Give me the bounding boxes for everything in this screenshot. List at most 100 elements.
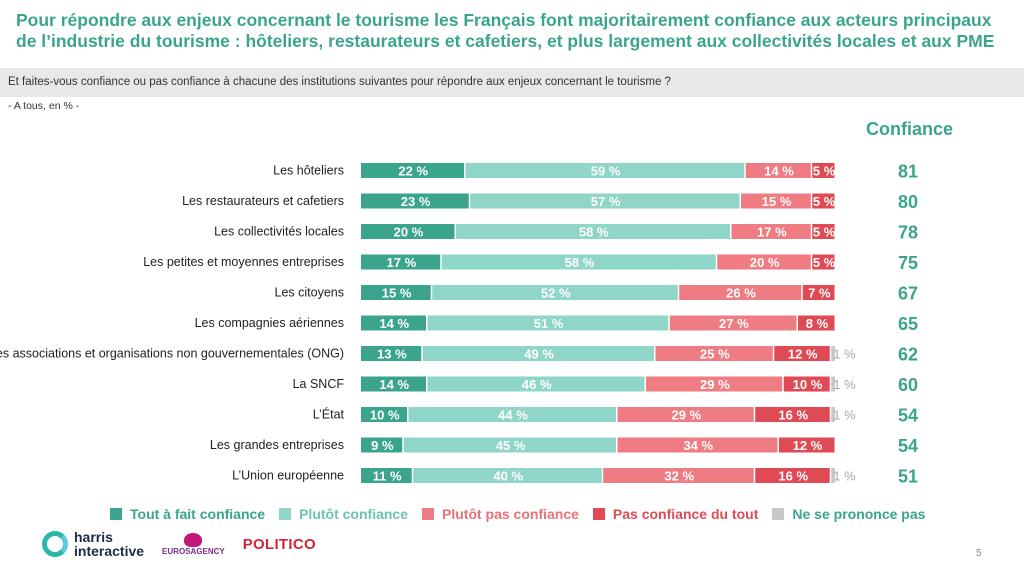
bar-segment-tout-a-fait-confiance — [361, 346, 422, 361]
nspp-data-label: 1 % — [833, 347, 856, 362]
bar-data-label: 10 % — [793, 377, 823, 392]
category-label-les-hoteliers: Les hôteliers — [273, 164, 344, 178]
bar-data-label: 9 % — [371, 438, 394, 453]
category-label-l-union-europeenne: L’Union européenne — [232, 469, 344, 483]
legend-item-tout-a-fait: Tout à fait confiance — [110, 506, 265, 522]
bar-data-label: 5 % — [813, 194, 836, 209]
category-label-l-etat: L’État — [313, 407, 345, 422]
bar-data-label: 23 % — [401, 194, 431, 209]
bar-data-label: 58 % — [579, 225, 609, 240]
category-label-la-sncf: La SNCF — [293, 377, 345, 391]
bar-segment-plutot-confiance — [403, 437, 616, 453]
eurosagency-logo: EUROSAGENCY — [162, 532, 225, 556]
bar-segment-pas-confiance-du-tout — [812, 224, 835, 239]
legend-label: Tout à fait confiance — [130, 506, 266, 522]
bar-data-label: 40 % — [493, 469, 523, 484]
bar-segment-plutot-confiance — [456, 224, 730, 239]
confidence-value: 75 — [898, 253, 918, 273]
nspp-data-label: 1 % — [833, 377, 856, 392]
bar-data-label: 5 % — [813, 164, 836, 179]
bar-data-label: 25 % — [700, 347, 730, 362]
bar-data-label: 16 % — [778, 408, 808, 423]
category-label-les-restaurateurs-et-cafetiers: Les restaurateurs et cafetiers — [182, 194, 344, 208]
bar-data-label: 12 % — [788, 347, 818, 362]
bar-segment-plutot-pas-confiance — [669, 315, 797, 331]
bar-segment-plutot-pas-confiance — [655, 346, 773, 361]
category-label-les-grandes-entreprises: Les grandes entreprises — [210, 438, 344, 452]
bar-segment-plutot-pas-confiance — [741, 193, 811, 209]
category-label-les-petites-et-moyennes-entreprises: Les petites et moyennes entreprises — [143, 255, 344, 269]
confidence-value: 51 — [898, 467, 918, 487]
bar-segment-pas-confiance-du-tout — [774, 346, 830, 361]
bar-segment-pas-confiance-du-tout — [783, 376, 830, 392]
bar-segment-pas-confiance-du-tout — [812, 193, 835, 209]
bar-segment-plutot-pas-confiance — [646, 376, 783, 392]
bar-segment-plutot-pas-confiance — [617, 437, 778, 453]
bar-data-label: 12 % — [793, 438, 823, 453]
bar-data-label: 52 % — [541, 286, 571, 301]
bar-data-label: 34 % — [683, 438, 713, 453]
legend-label: Plutôt confiance — [299, 506, 408, 522]
bar-data-label: 58 % — [565, 255, 595, 270]
category-label-les-citoyens: Les citoyens — [275, 286, 344, 300]
confidence-header: Confiance — [866, 119, 954, 139]
legend-swatch — [592, 508, 605, 520]
bar-segment-plutot-confiance — [441, 254, 716, 270]
bar-segment-tout-a-fait-confiance — [361, 193, 469, 209]
bar-data-label: 32 % — [664, 469, 694, 484]
category-label-les-collectivites-locales: Les collectivités locales — [214, 225, 344, 239]
bar-data-label: 14 % — [379, 377, 409, 392]
page-number: 5 — [976, 548, 982, 559]
legend-swatch — [279, 508, 292, 520]
bar-segment-tout-a-fait-confiance — [361, 315, 426, 331]
bar-segment-plutot-confiance — [432, 285, 678, 300]
bar-segment-tout-a-fait-confiance — [361, 163, 464, 178]
confidence-value: 67 — [898, 284, 918, 304]
bar-data-label: 17 % — [387, 255, 417, 270]
harris-ring-icon — [42, 531, 68, 557]
chart-legend: Tout à fait confiance Plutôt confiance P… — [110, 506, 925, 522]
eurosagency-mark-icon — [184, 532, 203, 547]
bar-segment-pas-confiance-du-tout — [802, 285, 835, 300]
legend-item-nspp: Ne se prononce pas — [772, 506, 925, 522]
bar-segment-plutot-confiance — [427, 376, 645, 392]
legend-label: Plutôt pas confiance — [442, 506, 579, 522]
eurosagency-logo-text: EUROSAGENCY — [162, 546, 225, 556]
bar-data-label: 26 % — [726, 286, 756, 301]
nspp-data-label: 1 % — [833, 469, 856, 484]
legend-swatch — [110, 508, 122, 520]
bar-segment-nspp — [831, 468, 835, 483]
category-label-les-compagnies-aeriennes: Les compagnies aériennes — [195, 316, 344, 330]
stacked-bar-chart: Les hôteliers 22 % 59 % 14 % 5 % 81 Les restau… — [0, 162, 918, 487]
bar-data-label: 20 % — [394, 225, 424, 240]
bar-data-label: 51 % — [534, 316, 564, 331]
bar-segment-plutot-confiance — [427, 315, 669, 331]
bar-segment-pas-confiance-du-tout — [779, 437, 835, 453]
question-banner: Et faites-vous confiance ou pas confianc… — [0, 68, 1024, 97]
confidence-value: 54 — [898, 436, 918, 456]
bar-data-label: 7 % — [808, 286, 831, 301]
legend-item-plutot: Plutôt confiance — [279, 506, 408, 522]
bar-data-label: 22 % — [398, 164, 428, 179]
harris-logo-line1: harris — [74, 529, 113, 545]
bar-segment-plutot-confiance — [408, 407, 616, 422]
bar-segment-plutot-confiance — [422, 346, 654, 361]
bar-data-label: 57 % — [591, 194, 621, 209]
bar-data-label: 8 % — [806, 316, 829, 331]
bar-segment-pas-confiance-du-tout — [755, 468, 830, 483]
bar-segment-plutot-confiance — [470, 193, 740, 209]
bar-segment-nspp — [831, 407, 835, 422]
harris-interactive-logo: harris interactive — [42, 530, 144, 558]
bar-data-label: 14 % — [764, 164, 794, 179]
confidence-value: 60 — [898, 375, 918, 395]
bar-data-label: 17 % — [757, 225, 787, 240]
footer-logos: harris interactive EUROSAGENCY POLITICO — [42, 530, 316, 558]
bar-segment-nspp — [831, 346, 835, 361]
bar-segment-tout-a-fait-confiance — [361, 376, 426, 392]
bar-data-label: 49 % — [524, 347, 554, 362]
legend-swatch — [772, 508, 785, 520]
confidence-value: 78 — [898, 223, 918, 243]
bar-segment-pas-confiance-du-tout — [812, 254, 835, 270]
bar-segment-plutot-pas-confiance — [617, 407, 754, 422]
bar-segment-plutot-confiance — [465, 163, 745, 178]
